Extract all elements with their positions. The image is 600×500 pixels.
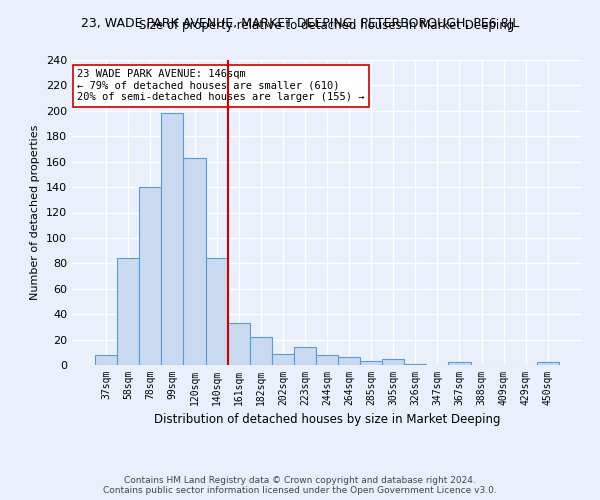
Bar xyxy=(139,187,161,365)
Bar xyxy=(272,354,294,365)
Bar xyxy=(117,258,139,365)
Bar xyxy=(250,337,272,365)
Bar xyxy=(184,158,206,365)
Bar xyxy=(382,358,404,365)
Bar xyxy=(227,323,250,365)
Text: 23 WADE PARK AVENUE: 146sqm
← 79% of detached houses are smaller (610)
20% of se: 23 WADE PARK AVENUE: 146sqm ← 79% of det… xyxy=(77,69,365,102)
Text: 23, WADE PARK AVENUE, MARKET DEEPING, PETERBOROUGH, PE6 8JL: 23, WADE PARK AVENUE, MARKET DEEPING, PE… xyxy=(81,18,519,30)
Y-axis label: Number of detached properties: Number of detached properties xyxy=(31,125,40,300)
Bar xyxy=(360,361,382,365)
Bar xyxy=(316,355,338,365)
X-axis label: Distribution of detached houses by size in Market Deeping: Distribution of detached houses by size … xyxy=(154,414,500,426)
Bar xyxy=(404,364,427,365)
Bar xyxy=(294,347,316,365)
Bar xyxy=(448,362,470,365)
Bar xyxy=(338,358,360,365)
Bar xyxy=(161,114,184,365)
Bar xyxy=(537,362,559,365)
Bar xyxy=(206,258,227,365)
Text: Contains HM Land Registry data © Crown copyright and database right 2024.
Contai: Contains HM Land Registry data © Crown c… xyxy=(103,476,497,495)
Title: Size of property relative to detached houses in Market Deeping: Size of property relative to detached ho… xyxy=(139,20,515,32)
Bar xyxy=(95,355,117,365)
